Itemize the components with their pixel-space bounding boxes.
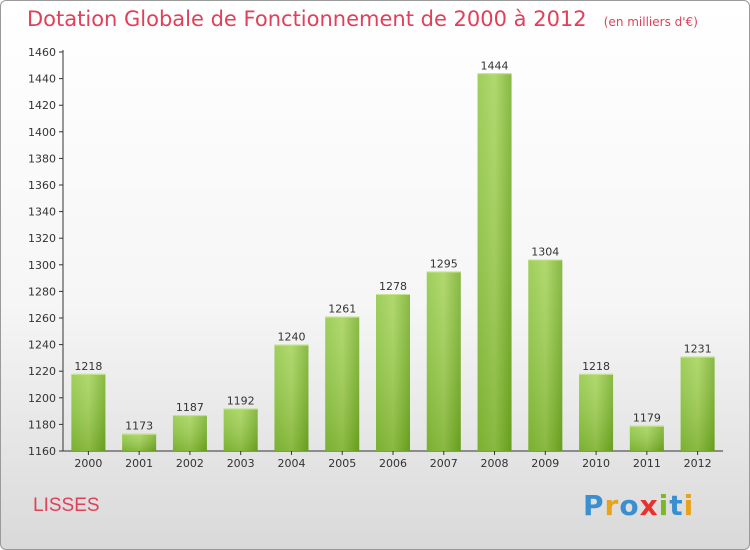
y-tick-label: 1260 bbox=[28, 312, 56, 325]
x-tick-label: 2010 bbox=[582, 457, 610, 470]
bar-shade bbox=[71, 373, 106, 451]
x-tick-label: 2009 bbox=[531, 457, 559, 470]
logo-letter: i bbox=[683, 489, 695, 522]
logo-letter: x bbox=[639, 489, 659, 522]
x-tick-label: 2002 bbox=[176, 457, 204, 470]
data-label: 1261 bbox=[328, 303, 356, 316]
logo-letter: t bbox=[669, 489, 684, 522]
y-tick-label: 1380 bbox=[28, 152, 56, 165]
bar-shade bbox=[477, 73, 512, 451]
y-tick-label: 1340 bbox=[28, 206, 56, 219]
bar-shade bbox=[325, 316, 360, 451]
y-tick-label: 1300 bbox=[28, 259, 56, 272]
logo-letter: i bbox=[658, 489, 670, 522]
bar-shade bbox=[528, 259, 563, 451]
x-tick-label: 2001 bbox=[125, 457, 153, 470]
y-tick-label: 1460 bbox=[28, 46, 56, 59]
axes: 1160 1180 1200 1220 1240 1260 1280 1300 1320 1340… bbox=[28, 46, 723, 470]
x-tick-label: 2007 bbox=[430, 457, 458, 470]
logo-letter: r bbox=[604, 489, 620, 522]
data-label: 1304 bbox=[531, 245, 559, 258]
data-label: 1218 bbox=[74, 360, 102, 373]
x-tick-label: 2000 bbox=[74, 457, 102, 470]
bar-shade bbox=[122, 433, 157, 451]
data-label: 1240 bbox=[277, 331, 305, 344]
y-tick-label: 1180 bbox=[28, 418, 56, 431]
data-label: 1231 bbox=[684, 343, 712, 356]
x-tick-label: 2011 bbox=[633, 457, 661, 470]
data-label: 1173 bbox=[125, 420, 153, 433]
chart-subtitle: (en milliers d'€) bbox=[603, 15, 698, 29]
bar-shade bbox=[426, 271, 461, 451]
x-tick-label: 2004 bbox=[277, 457, 305, 470]
bar-shade bbox=[223, 408, 258, 451]
bar-shade bbox=[579, 373, 614, 451]
data-label: 1278 bbox=[379, 280, 407, 293]
chart-title-row: Dotation Globale de Fonctionnement de 20… bbox=[27, 7, 698, 31]
data-label: 1444 bbox=[481, 59, 509, 72]
y-tick-label: 1440 bbox=[28, 73, 56, 86]
x-tick-label: 2006 bbox=[379, 457, 407, 470]
y-tick-label: 1200 bbox=[28, 392, 56, 405]
y-tick-label: 1220 bbox=[28, 365, 56, 378]
bar-shade bbox=[376, 294, 410, 451]
bars-group: 1218 1173 1187 1192 1240 1261 1278 1295 1444 1304… bbox=[71, 59, 715, 451]
logo-letter: P bbox=[583, 489, 605, 522]
proxiti-logo: Proxiti bbox=[583, 489, 694, 522]
y-tick-label: 1420 bbox=[28, 99, 56, 112]
y-tick-label: 1360 bbox=[28, 179, 56, 192]
x-tick-label: 2003 bbox=[227, 457, 255, 470]
y-tick-label: 1400 bbox=[28, 126, 56, 139]
y-tick-label: 1160 bbox=[28, 445, 56, 458]
x-tick-label: 2012 bbox=[684, 457, 712, 470]
y-tick-label: 1240 bbox=[28, 339, 56, 352]
x-tick-label: 2008 bbox=[481, 457, 509, 470]
data-label: 1295 bbox=[430, 257, 458, 270]
data-label: 1187 bbox=[176, 401, 204, 414]
bar-shade bbox=[172, 415, 207, 451]
logo-letter: o bbox=[619, 489, 640, 522]
bar-shade bbox=[274, 344, 309, 451]
x-tick-label: 2005 bbox=[328, 457, 356, 470]
y-tick-label: 1320 bbox=[28, 232, 56, 245]
data-label: 1192 bbox=[227, 394, 255, 407]
city-name: LISSES bbox=[33, 495, 100, 516]
chart-title: Dotation Globale de Fonctionnement de 20… bbox=[27, 7, 587, 31]
bar-shade bbox=[629, 425, 664, 451]
y-tick-label: 1280 bbox=[28, 285, 56, 298]
data-label: 1218 bbox=[582, 360, 610, 373]
bar-shade bbox=[680, 356, 715, 451]
data-label: 1179 bbox=[633, 412, 661, 425]
